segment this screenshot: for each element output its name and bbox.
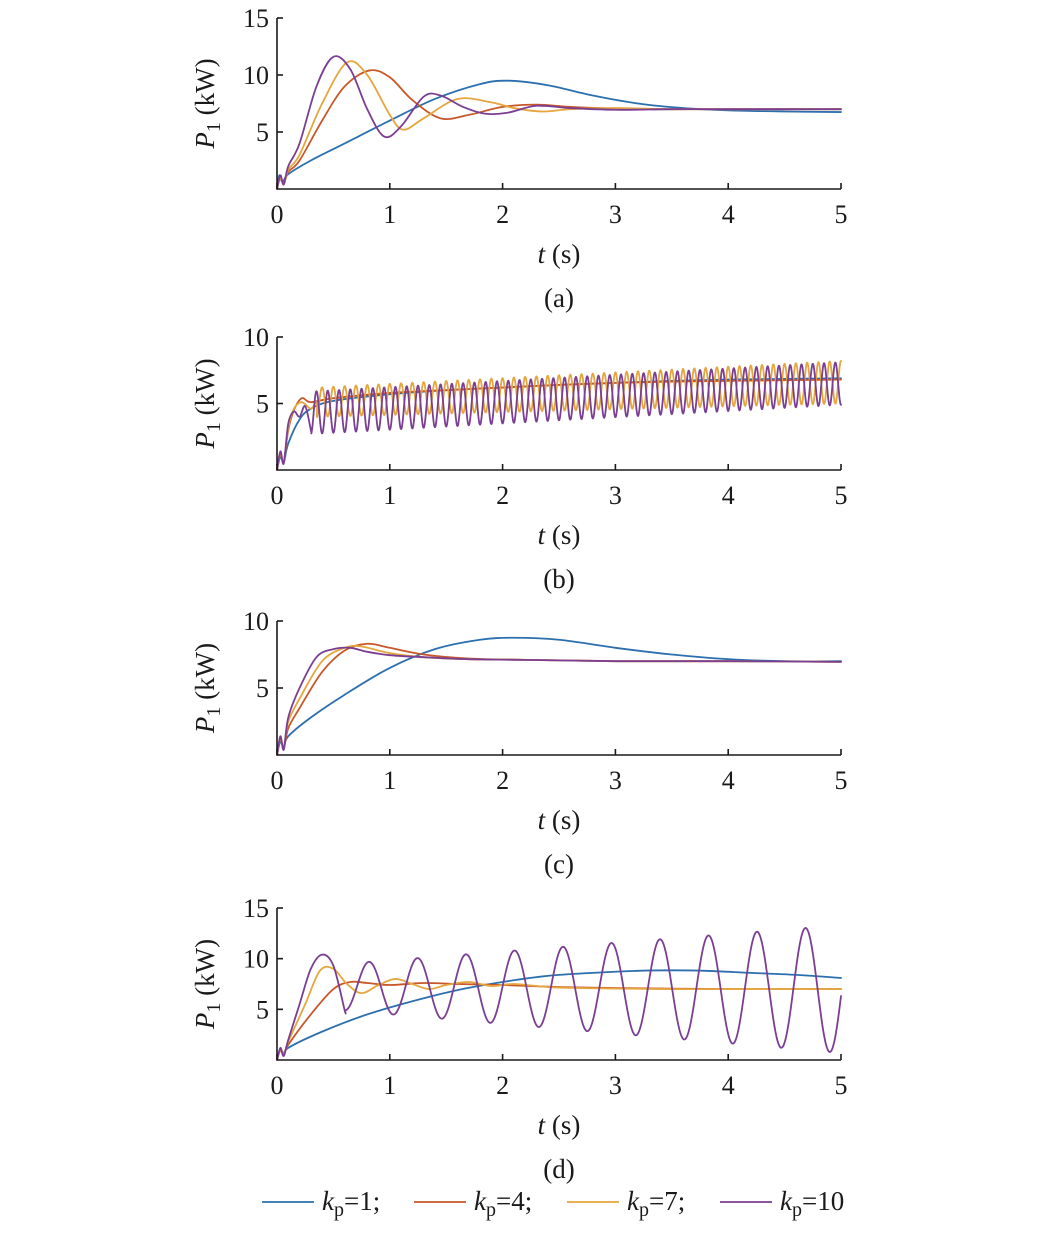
legend-sub: p xyxy=(486,1199,496,1221)
x-tick-label: 4 xyxy=(722,1071,735,1100)
y-axis-unit: (kW) xyxy=(190,643,220,707)
x-tick-label: 3 xyxy=(609,481,622,510)
y-axis-unit: (kW) xyxy=(190,358,220,422)
x-tick-label: 5 xyxy=(835,1071,848,1100)
x-axis-var: t xyxy=(538,1110,547,1140)
legend: kp=1; kp=4; kp=7; kp=10 xyxy=(262,1186,844,1221)
series-line-kp1 xyxy=(276,969,842,1061)
legend-label-kp4: kp=4; xyxy=(474,1186,532,1221)
x-tick-label: 2 xyxy=(496,481,509,510)
series-line-kp1 xyxy=(276,377,842,471)
legend-label-kp10: kp=10 xyxy=(780,1186,844,1221)
x-tick-label: 4 xyxy=(722,200,735,229)
x-tick-label: 3 xyxy=(609,1071,622,1100)
panel-label: (a) xyxy=(544,283,574,313)
series-line-kp4 xyxy=(276,378,842,471)
legend-text: =7; xyxy=(649,1186,685,1216)
y-axis-sub: 1 xyxy=(203,422,225,432)
series-line-kp10 xyxy=(276,55,842,190)
x-tick-label: 2 xyxy=(496,766,509,795)
y-axis-unit: (kW) xyxy=(190,939,220,1003)
series-line-kp10 xyxy=(276,361,842,471)
y-axis-var: P xyxy=(190,132,220,150)
series-line-kp10 xyxy=(276,646,842,756)
x-tick-label: 0 xyxy=(271,1071,284,1100)
y-axis-var: P xyxy=(190,717,220,735)
legend-sub: p xyxy=(792,1199,802,1221)
series-line-kp7 xyxy=(276,60,842,190)
x-axis-unit: (s) xyxy=(545,1110,580,1140)
legend-symbol: k xyxy=(780,1186,793,1216)
x-tick-label: 4 xyxy=(722,766,735,795)
y-tick-label: 5 xyxy=(256,118,269,147)
panel-label: (b) xyxy=(543,564,574,594)
y-axis-sub: 1 xyxy=(203,707,225,717)
legend-symbol: k xyxy=(474,1186,487,1216)
x-tick-label: 2 xyxy=(496,200,509,229)
y-axis-title: P1 (kW) xyxy=(190,939,225,1030)
y-tick-label: 10 xyxy=(243,945,269,974)
x-axis-var: t xyxy=(538,520,547,550)
x-tick-label: 5 xyxy=(835,481,848,510)
y-axis-title: P1 (kW) xyxy=(190,643,225,734)
x-tick-label: 1 xyxy=(383,481,396,510)
x-axis-title: t (s) xyxy=(538,239,581,269)
x-tick-label: 5 xyxy=(835,200,848,229)
x-tick-label: 0 xyxy=(271,481,284,510)
legend-label-kp1: kp=1; xyxy=(322,1186,380,1221)
x-tick-label: 3 xyxy=(609,200,622,229)
legend-symbol: k xyxy=(627,1186,640,1216)
x-axis-unit: (s) xyxy=(545,805,580,835)
series-line-kp1 xyxy=(276,636,842,756)
series-line-kp7 xyxy=(276,360,843,471)
x-axis-title: t (s) xyxy=(538,1110,581,1140)
y-axis-title: P1 (kW) xyxy=(190,58,225,149)
y-axis-title: P1 (kW) xyxy=(190,358,225,449)
x-axis-var: t xyxy=(538,805,547,835)
y-tick-label: 10 xyxy=(243,61,269,90)
y-tick-label: 10 xyxy=(243,323,269,352)
x-tick-label: 1 xyxy=(383,766,396,795)
legend-label-kp7: kp=7; xyxy=(627,1186,685,1221)
x-axis-title: t (s) xyxy=(538,805,581,835)
series-line-kp10 xyxy=(276,927,842,1061)
legend-sub: p xyxy=(639,1199,649,1221)
x-axis-unit: (s) xyxy=(545,239,580,269)
legend-text: =1; xyxy=(344,1186,380,1216)
x-axis-title: t (s) xyxy=(538,520,581,550)
x-tick-label: 1 xyxy=(383,200,396,229)
y-axis-unit: (kW) xyxy=(190,58,220,122)
y-tick-label: 10 xyxy=(243,607,269,636)
x-tick-label: 4 xyxy=(722,481,735,510)
panel-label: (d) xyxy=(543,1154,574,1184)
x-tick-label: 2 xyxy=(496,1071,509,1100)
y-tick-label: 5 xyxy=(256,674,269,703)
x-axis-var: t xyxy=(538,239,547,269)
x-axis-unit: (s) xyxy=(545,520,580,550)
legend-text: =4; xyxy=(496,1186,532,1216)
y-axis-var: P xyxy=(190,432,220,450)
y-tick-label: 15 xyxy=(243,894,269,923)
legend-text: =10 xyxy=(802,1186,844,1216)
legend-symbol: k xyxy=(322,1186,335,1216)
y-axis-var: P xyxy=(190,1013,220,1031)
x-tick-label: 0 xyxy=(271,766,284,795)
y-tick-label: 15 xyxy=(243,4,269,33)
x-tick-label: 3 xyxy=(609,766,622,795)
legend-sub: p xyxy=(334,1199,344,1221)
x-tick-label: 5 xyxy=(835,766,848,795)
y-axis-sub: 1 xyxy=(203,1003,225,1013)
y-tick-label: 5 xyxy=(256,995,269,1024)
series-line-kp7 xyxy=(276,965,842,1061)
panel-label: (c) xyxy=(544,849,574,879)
x-tick-label: 0 xyxy=(271,200,284,229)
x-tick-label: 1 xyxy=(383,1071,396,1100)
y-axis-sub: 1 xyxy=(203,122,225,132)
y-tick-label: 5 xyxy=(256,390,269,419)
